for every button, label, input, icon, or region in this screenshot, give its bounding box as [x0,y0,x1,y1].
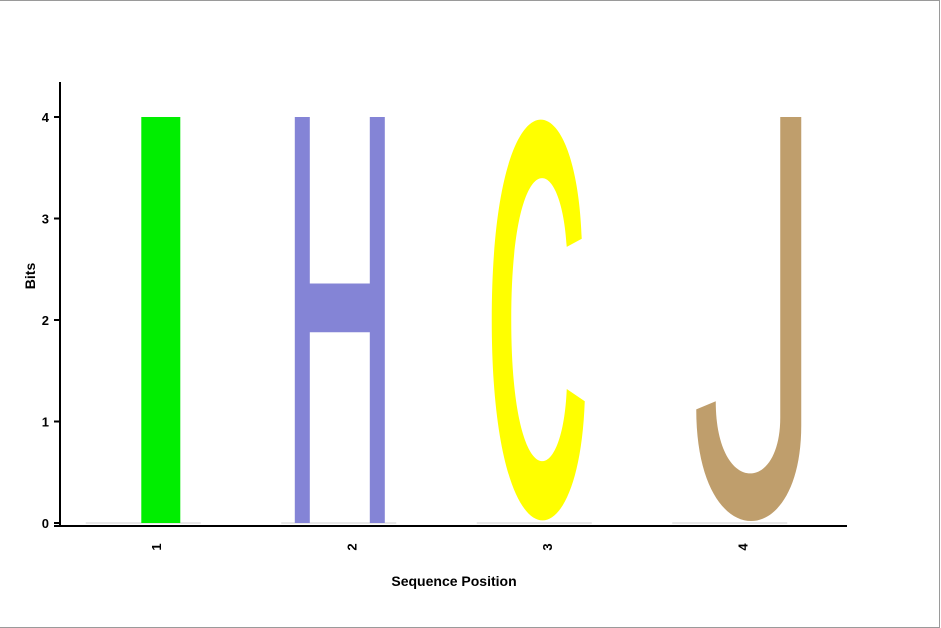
x-axis-title: Sequence Position [391,573,516,589]
y-tick-label: 2 [42,313,49,328]
x-tick-label: 3 [540,543,555,550]
logo-letters [85,117,802,524]
axes [54,82,847,527]
y-tick-label: 4 [42,110,50,125]
y-ticks: 0 1 2 3 4 [42,110,60,531]
y-tick-label: 1 [42,415,49,430]
y-tick-label: 3 [42,212,49,227]
letter-j-glyph [696,117,802,522]
x-tick-label: 4 [735,543,750,551]
letter-h-glyph [294,117,385,523]
letter-c-glyph [491,119,585,521]
letter-i-glyph [141,117,181,523]
x-tick-label: 1 [149,543,164,550]
x-tick-label: 2 [344,543,359,550]
y-axis-title: Bits [22,263,38,290]
x-ticks: 1 2 3 4 [149,543,751,551]
y-tick-label: 0 [42,516,49,531]
